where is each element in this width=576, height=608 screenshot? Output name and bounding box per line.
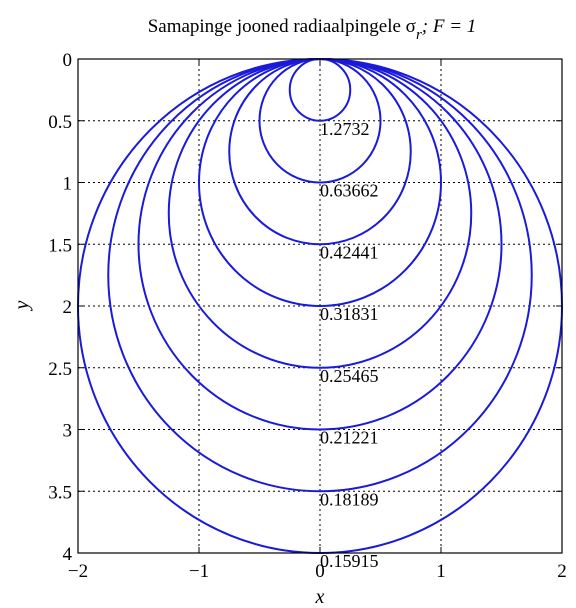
contour-label: 0.21221	[320, 428, 379, 448]
y-tick-label: 0.5	[48, 112, 72, 133]
x-tick-label: −1	[189, 561, 209, 582]
chart-title-suffix: ; F = 1	[422, 16, 477, 37]
y-tick-label: 3	[63, 421, 73, 442]
contour-label: 0.63662	[320, 181, 379, 201]
y-tick-label: 2.5	[48, 359, 72, 380]
chart-title: Samapinge jooned radiaalpingele σr; F = …	[148, 16, 477, 43]
chart-title-main: Samapinge jooned radiaalpingele σ	[148, 16, 416, 37]
y-tick-label: 2	[63, 297, 73, 318]
contour-line	[228, 58, 412, 246]
y-axis-label: y	[11, 300, 33, 311]
x-tick-label: 2	[557, 561, 567, 582]
contour-label: 0.42441	[320, 242, 379, 262]
x-axis-ticks: −2 −1 0 1 2	[68, 59, 567, 582]
y-axis-ticks: 0 0.5 1 1.5 2 2.5 3 3.5 4	[48, 50, 562, 565]
contour-label: 0.25465	[320, 366, 379, 386]
y-tick-label: 1	[63, 174, 73, 195]
y-tick-label: 4	[63, 544, 73, 565]
contour-labels: 1.2732 0.63662 0.42441 0.31831 0.25465 0.2122…	[320, 119, 379, 571]
contour-label: 0.15915	[320, 551, 379, 571]
x-tick-label: 0	[315, 561, 325, 582]
x-tick-label: 1	[436, 561, 446, 582]
y-tick-label: 3.5	[48, 482, 72, 503]
chart-title-subscript: r	[416, 27, 422, 43]
contour-label: 0.18189	[320, 489, 379, 509]
x-axis-label: x	[315, 586, 325, 608]
y-tick-label: 0	[63, 50, 73, 71]
contour-label: 1.2732	[320, 119, 370, 139]
x-tick-label: −2	[68, 561, 88, 582]
contour-label: 0.31831	[320, 304, 379, 324]
y-tick-label: 1.5	[48, 235, 72, 256]
